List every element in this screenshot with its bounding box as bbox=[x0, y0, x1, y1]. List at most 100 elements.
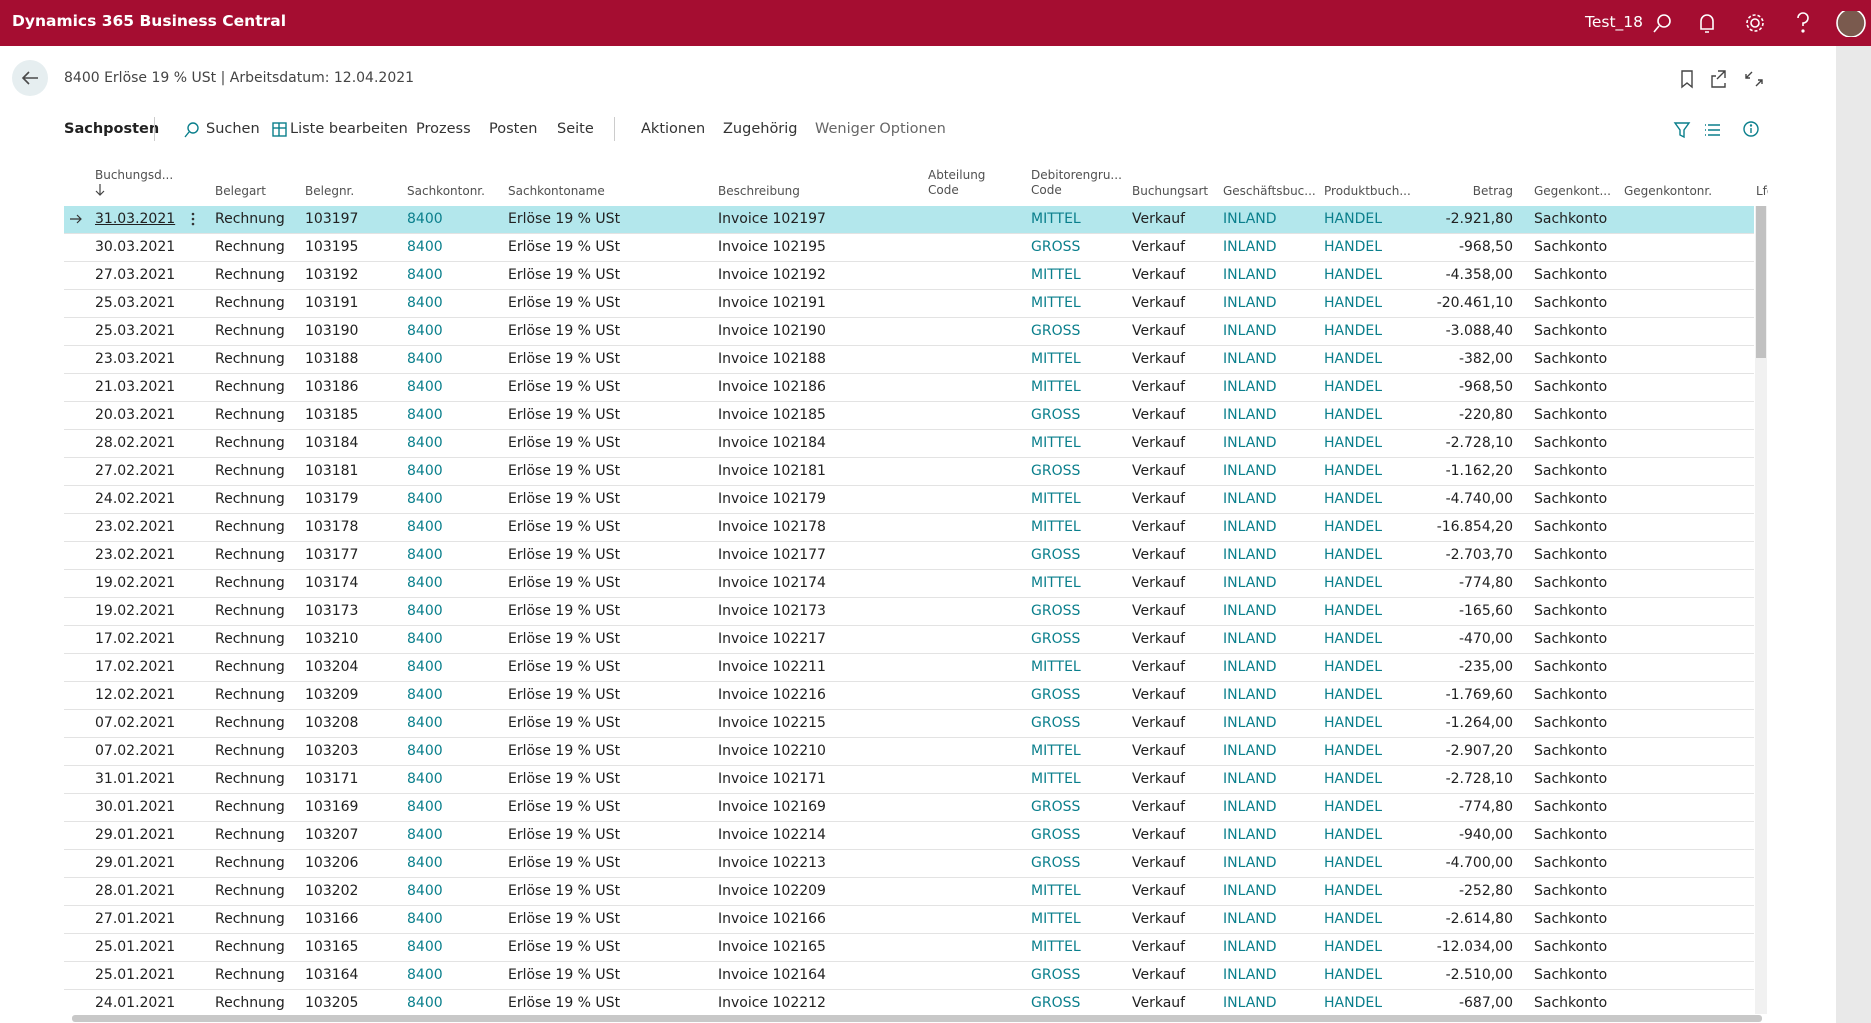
table-cell[interactable]: 8400 bbox=[407, 519, 443, 535]
table-cell[interactable]: 27.02.2021 bbox=[95, 463, 176, 479]
table-row[interactable]: 24.01.2021 Rechnung 103205 8400 Erlöse 19 % … bbox=[64, 990, 1754, 1014]
table-cell[interactable]: INLAND bbox=[1223, 743, 1277, 759]
table-row[interactable]: 19.02.2021 Rechnung 103173 8400 Erlöse 19 % … bbox=[64, 598, 1754, 626]
table-cell[interactable]: 8400 bbox=[407, 911, 443, 927]
table-cell[interactable]: 8400 bbox=[407, 463, 443, 479]
table-cell[interactable]: 12.02.2021 bbox=[95, 687, 176, 703]
h-scrollbar[interactable] bbox=[72, 1015, 1762, 1022]
table-cell[interactable]: 8400 bbox=[407, 323, 443, 339]
table-cell[interactable]: 25.03.2021 bbox=[95, 295, 176, 311]
table-cell[interactable]: INLAND bbox=[1223, 575, 1277, 591]
table-cell[interactable]: GROSS bbox=[1031, 547, 1081, 563]
table-cell[interactable]: HANDEL bbox=[1324, 379, 1383, 395]
table-cell[interactable]: INLAND bbox=[1223, 323, 1277, 339]
table-row[interactable]: 30.03.2021 Rechnung 103195 8400 Erlöse 19 % … bbox=[64, 234, 1754, 262]
company-name[interactable]: Test_18 bbox=[1585, 13, 1643, 31]
table-cell[interactable]: 23.03.2021 bbox=[95, 351, 176, 367]
table-cell[interactable]: HANDEL bbox=[1324, 435, 1383, 451]
open-new-icon[interactable] bbox=[1711, 70, 1726, 88]
table-cell[interactable]: INLAND bbox=[1223, 491, 1277, 507]
table-cell[interactable]: GROSS bbox=[1031, 687, 1081, 703]
table-cell[interactable]: 25.01.2021 bbox=[95, 967, 176, 983]
column-header[interactable]: Debitorengru... Code bbox=[1031, 168, 1122, 197]
table-cell[interactable]: 8400 bbox=[407, 267, 443, 283]
table-cell[interactable]: MITTEL bbox=[1031, 211, 1081, 227]
table-row[interactable]: 21.03.2021 Rechnung 103186 8400 Erlöse 19 % … bbox=[64, 374, 1754, 402]
table-cell[interactable]: INLAND bbox=[1223, 267, 1277, 283]
table-cell[interactable]: 30.01.2021 bbox=[95, 799, 176, 815]
table-cell[interactable]: GROSS bbox=[1031, 967, 1081, 983]
search-icon[interactable] bbox=[1653, 14, 1671, 33]
toolbar-action[interactable]: Posten bbox=[489, 121, 538, 137]
table-row[interactable]: 23.02.2021 Rechnung 103177 8400 Erlöse 19 % … bbox=[64, 542, 1754, 570]
table-cell[interactable]: HANDEL bbox=[1324, 743, 1383, 759]
avatar[interactable] bbox=[1836, 11, 1866, 37]
table-row[interactable]: 27.02.2021 Rechnung 103181 8400 Erlöse 19 % … bbox=[64, 458, 1754, 486]
table-cell[interactable]: HANDEL bbox=[1324, 463, 1383, 479]
table-cell[interactable]: INLAND bbox=[1223, 351, 1277, 367]
table-cell[interactable]: 28.01.2021 bbox=[95, 883, 176, 899]
table-cell[interactable]: 8400 bbox=[407, 687, 443, 703]
filter-icon[interactable] bbox=[1673, 122, 1691, 139]
table-row[interactable]: 24.02.2021 Rechnung 103179 8400 Erlöse 19 % … bbox=[64, 486, 1754, 514]
table-cell[interactable]: 8400 bbox=[407, 351, 443, 367]
toolbar-action[interactable]: Weniger Optionen bbox=[815, 121, 946, 137]
table-cell[interactable]: MITTEL bbox=[1031, 911, 1081, 927]
table-cell[interactable]: HANDEL bbox=[1324, 519, 1383, 535]
table-cell[interactable]: 8400 bbox=[407, 379, 443, 395]
table-cell[interactable]: 30.03.2021 bbox=[95, 239, 176, 255]
table-row[interactable]: 31.01.2021 Rechnung 103171 8400 Erlöse 19 % … bbox=[64, 766, 1754, 794]
bookmark-icon[interactable] bbox=[1681, 70, 1693, 89]
tab-title[interactable]: Sachposten bbox=[64, 121, 160, 137]
column-header[interactable]: Buchungsart bbox=[1132, 184, 1209, 198]
table-cell[interactable]: 8400 bbox=[407, 827, 443, 843]
table-cell[interactable]: 8400 bbox=[407, 659, 443, 675]
v-scroll-thumb[interactable] bbox=[1756, 206, 1766, 358]
table-cell[interactable]: 8400 bbox=[407, 883, 443, 899]
table-cell[interactable]: 25.03.2021 bbox=[95, 323, 176, 339]
table-cell[interactable]: INLAND bbox=[1223, 659, 1277, 675]
table-row[interactable]: 17.02.2021 Rechnung 103210 8400 Erlöse 19 % … bbox=[64, 626, 1754, 654]
collapse-icon[interactable] bbox=[1745, 71, 1763, 87]
table-cell[interactable]: 17.02.2021 bbox=[95, 631, 176, 647]
table-cell[interactable]: 23.02.2021 bbox=[95, 519, 176, 535]
column-header[interactable]: Sachkontoname bbox=[508, 184, 605, 198]
table-cell[interactable]: INLAND bbox=[1223, 911, 1277, 927]
table-row[interactable]: 25.03.2021 Rechnung 103191 8400 Erlöse 19 % … bbox=[64, 290, 1754, 318]
table-cell[interactable]: INLAND bbox=[1223, 799, 1277, 815]
toolbar-action[interactable]: Prozess bbox=[416, 121, 471, 137]
table-cell[interactable]: GROSS bbox=[1031, 995, 1081, 1011]
table-cell[interactable]: 21.03.2021 bbox=[95, 379, 176, 395]
table-row[interactable]: 30.01.2021 Rechnung 103169 8400 Erlöse 19 % … bbox=[64, 794, 1754, 822]
table-cell[interactable]: INLAND bbox=[1223, 631, 1277, 647]
table-cell[interactable]: HANDEL bbox=[1324, 295, 1383, 311]
table-cell[interactable]: INLAND bbox=[1223, 463, 1277, 479]
table-cell[interactable]: GROSS bbox=[1031, 631, 1081, 647]
list-icon[interactable] bbox=[1705, 124, 1720, 136]
table-row[interactable]: 07.02.2021 Rechnung 103208 8400 Erlöse 19 % … bbox=[64, 710, 1754, 738]
toolbar-action[interactable]: Zugehörig bbox=[723, 121, 798, 137]
help-icon[interactable] bbox=[1797, 12, 1809, 33]
table-cell[interactable]: 19.02.2021 bbox=[95, 575, 176, 591]
table-cell[interactable]: 28.02.2021 bbox=[95, 435, 176, 451]
table-cell[interactable]: 8400 bbox=[407, 967, 443, 983]
back-button[interactable] bbox=[12, 60, 50, 98]
toolbar-action[interactable]: Liste bearbeiten bbox=[290, 121, 408, 137]
column-header[interactable]: Gegenkont... bbox=[1534, 184, 1611, 198]
table-cell[interactable]: 23.02.2021 bbox=[95, 547, 176, 563]
column-header[interactable]: Geschäftsbuc... bbox=[1223, 184, 1316, 198]
table-cell[interactable]: INLAND bbox=[1223, 771, 1277, 787]
table-cell[interactable]: HANDEL bbox=[1324, 995, 1383, 1011]
table-row[interactable]: 31.03.2021 Rechnung 103197 8400 Erlöse 19 % … bbox=[64, 206, 1754, 234]
table-row[interactable]: 28.01.2021 Rechnung 103202 8400 Erlöse 19 % … bbox=[64, 878, 1754, 906]
table-cell[interactable]: 8400 bbox=[407, 743, 443, 759]
table-cell[interactable]: GROSS bbox=[1031, 715, 1081, 731]
table-cell[interactable]: 8400 bbox=[407, 435, 443, 451]
table-cell[interactable]: 8400 bbox=[407, 631, 443, 647]
table-row[interactable]: 25.03.2021 Rechnung 103190 8400 Erlöse 19 % … bbox=[64, 318, 1754, 346]
table-cell[interactable]: 31.01.2021 bbox=[95, 771, 176, 787]
table-cell[interactable]: HANDEL bbox=[1324, 211, 1383, 227]
sort-arrow[interactable] bbox=[94, 183, 106, 197]
table-cell[interactable]: 8400 bbox=[407, 239, 443, 255]
table-cell[interactable]: 8400 bbox=[407, 995, 443, 1011]
